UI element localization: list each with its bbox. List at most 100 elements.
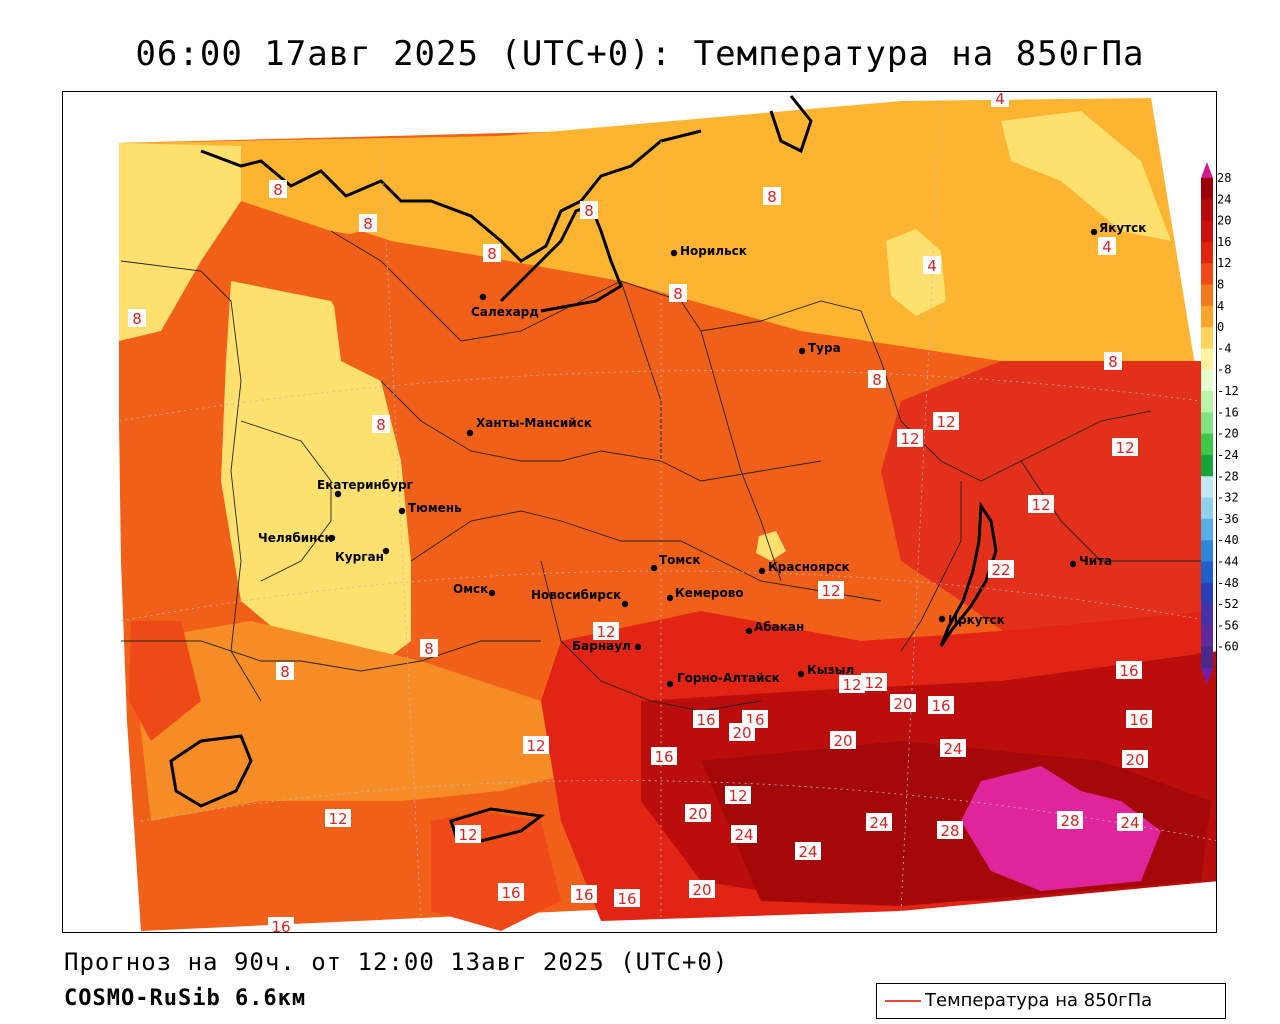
isotherm-label: 12 — [933, 412, 959, 431]
city-gorno-altaysk: Горно-Алтайск — [666, 671, 780, 688]
colorbar-tick-label: -48 — [1217, 576, 1239, 590]
isotherm-label: 8 — [483, 244, 501, 263]
svg-text:8: 8 — [280, 663, 290, 681]
isotherm-label: 12 — [861, 673, 887, 692]
isotherm-label: 12 — [1112, 438, 1138, 457]
colorbar-tick-label: 16 — [1217, 235, 1231, 249]
isotherm-label: 24 — [1117, 813, 1143, 832]
city-novosibirsk: Новосибирск — [531, 588, 629, 608]
colorbar-tick-label: 8 — [1217, 278, 1224, 292]
isotherm-label: 8 — [669, 284, 687, 303]
svg-text:24: 24 — [1120, 814, 1139, 832]
svg-text:12: 12 — [936, 413, 955, 431]
colorbar-segment — [1201, 604, 1213, 626]
city-kemerovo: Кемерово — [666, 586, 744, 602]
svg-text:Томск: Томск — [659, 553, 701, 567]
colorbar-tick-label: -24 — [1217, 448, 1239, 462]
isotherm-label: 16 — [1116, 661, 1142, 680]
colorbar-bottom-arrow — [1201, 668, 1213, 684]
svg-text:Горно-Алтайск: Горно-Алтайск — [677, 671, 780, 685]
colorbar-tick-label: -56 — [1217, 618, 1239, 632]
svg-text:12: 12 — [728, 787, 747, 805]
colorbar-segment — [1201, 391, 1213, 413]
svg-text:12: 12 — [458, 826, 477, 844]
svg-text:24: 24 — [798, 843, 817, 861]
svg-text:8: 8 — [487, 245, 497, 263]
svg-text:16: 16 — [931, 697, 950, 715]
svg-text:Кызыл: Кызыл — [807, 663, 854, 677]
svg-text:8: 8 — [872, 371, 882, 389]
legend-line-swatch — [885, 1000, 921, 1002]
colorbar-segment — [1201, 369, 1213, 392]
isotherm-label: 16 — [693, 710, 719, 729]
isotherm-label: 12 — [839, 675, 865, 694]
isotherm-label: 12 — [725, 786, 751, 805]
colorbar-tick-label: 20 — [1217, 214, 1231, 228]
svg-text:Курган: Курган — [335, 550, 384, 564]
city-kyzyl: Кызыл — [797, 663, 854, 678]
svg-text:8: 8 — [767, 188, 777, 206]
isotherm-label: 8 — [372, 415, 390, 434]
svg-text:8: 8 — [376, 416, 386, 434]
svg-text:8: 8 — [273, 181, 283, 199]
svg-text:Барнаул: Барнаул — [572, 639, 631, 653]
colorbar-segment — [1201, 199, 1213, 222]
isotherm-label: 8 — [420, 639, 438, 658]
map-canvas: Норильск Салехард Якутск Тура Ханты-Манс… — [118, 92, 1216, 933]
colorbar-segment — [1201, 263, 1213, 286]
isotherm-label: 16 — [1126, 710, 1152, 729]
svg-text:16: 16 — [617, 890, 636, 908]
city-tyumen: Тюмень — [398, 501, 462, 515]
temperature-map: Норильск Салехард Якутск Тура Ханты-Манс… — [62, 91, 1217, 933]
colorbar-segment — [1201, 220, 1213, 243]
svg-text:Красноярск: Красноярск — [768, 560, 850, 574]
colorbar-segment — [1201, 241, 1213, 264]
svg-text:12: 12 — [821, 582, 840, 600]
city-irkutsk: Иркутск — [938, 613, 1005, 627]
isotherm-labels: 4 4 4 8 8 8 8 8 8 8 8 8 8 8 8 8 12 12 12… — [128, 92, 1152, 933]
colorbar-segment — [1201, 433, 1213, 456]
svg-text:12: 12 — [842, 676, 861, 694]
svg-text:16: 16 — [1119, 662, 1138, 680]
legend: Температура на 850гПа — [876, 983, 1226, 1019]
svg-text:Новосибирск: Новосибирск — [531, 588, 621, 602]
isotherm-label: 12 — [325, 809, 351, 828]
svg-text:24: 24 — [734, 826, 753, 844]
isotherm-label: 8 — [580, 201, 598, 220]
svg-text:Абакан: Абакан — [754, 620, 804, 634]
colorbar-top-arrow — [1201, 162, 1213, 178]
city-omsk: Омск — [453, 582, 496, 597]
svg-text:Екатеринбург: Екатеринбург — [317, 478, 413, 492]
svg-text:8: 8 — [584, 202, 594, 220]
colorbar-segment — [1201, 625, 1213, 648]
colorbar-segment — [1201, 178, 1213, 200]
isotherm-label: 12 — [897, 429, 923, 448]
svg-text:16: 16 — [501, 884, 520, 902]
colorbar-tick-label: -32 — [1217, 491, 1239, 505]
isotherm-label: 4 — [991, 92, 1009, 108]
lat-lon-grid — [118, 100, 1216, 922]
city-yakutsk: Якутск — [1090, 221, 1146, 236]
colorbar-tick-label: -52 — [1217, 597, 1239, 611]
colorbar-segment — [1201, 518, 1213, 541]
isotherm-label: 12 — [1028, 495, 1054, 514]
isotherm-label: 20 — [689, 880, 715, 899]
colorbar-segment — [1201, 582, 1213, 605]
colorbar-tick-label: 12 — [1217, 256, 1231, 270]
colorbar-tick-label: -40 — [1217, 533, 1239, 547]
svg-text:12: 12 — [864, 674, 883, 692]
city-krasnoyarsk: Красноярск — [758, 560, 850, 575]
svg-text:8: 8 — [363, 215, 373, 233]
colorbar-tick-label: 28 — [1217, 171, 1231, 185]
svg-text:8: 8 — [1108, 353, 1118, 371]
colorbar-tick-label: -44 — [1217, 554, 1239, 568]
colorbar-segment — [1201, 327, 1213, 349]
svg-text:12: 12 — [1031, 496, 1050, 514]
city-yekaterinburg: Екатеринбург — [317, 478, 413, 498]
svg-text:20: 20 — [688, 805, 707, 823]
isotherm-label: 28 — [937, 821, 963, 840]
svg-text:Иркутск: Иркутск — [948, 613, 1005, 627]
svg-text:12: 12 — [526, 737, 545, 755]
city-tura: Тура — [798, 341, 841, 355]
svg-text:16: 16 — [271, 918, 290, 933]
